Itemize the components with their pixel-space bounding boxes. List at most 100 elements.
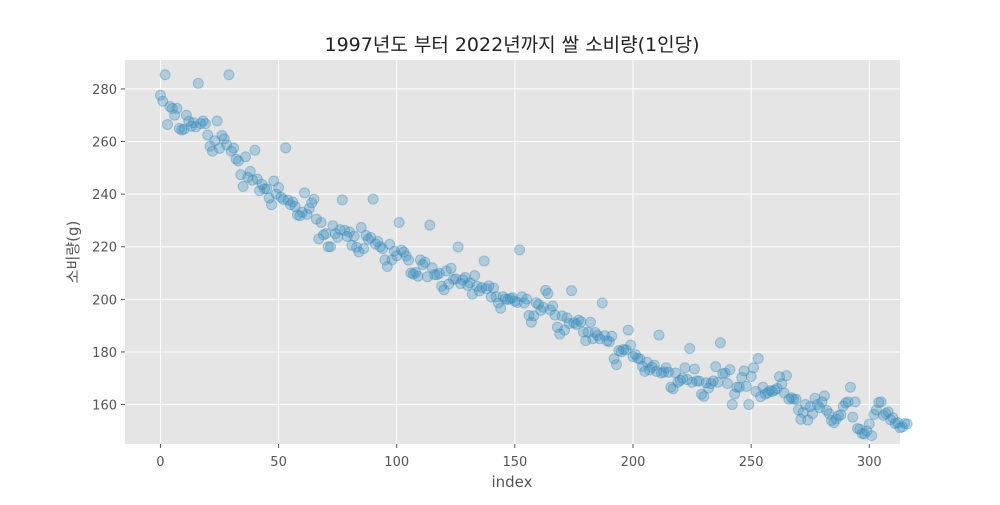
data-point	[882, 406, 894, 418]
data-point	[835, 409, 847, 421]
data-point	[537, 301, 549, 313]
data-point	[705, 378, 717, 390]
y-tick-label: 220	[92, 241, 117, 256]
data-point	[825, 414, 837, 426]
data-point	[504, 293, 516, 305]
data-point	[277, 193, 289, 205]
data-point	[717, 368, 729, 380]
data-point	[655, 367, 667, 379]
data-point	[388, 245, 400, 257]
data-point	[485, 291, 497, 303]
data-point	[339, 224, 351, 236]
data-point	[849, 396, 861, 408]
data-point	[769, 384, 781, 396]
data-point	[547, 300, 559, 312]
data-point	[762, 387, 774, 399]
data-point	[313, 233, 325, 245]
data-point	[450, 273, 462, 285]
data-point	[889, 417, 901, 429]
data-point	[693, 375, 705, 387]
data-point	[372, 235, 384, 247]
data-point	[282, 194, 294, 206]
data-point	[445, 262, 457, 274]
x-tick-label: 150	[502, 455, 527, 470]
data-point	[362, 233, 374, 245]
data-point	[532, 298, 544, 310]
data-point	[627, 351, 639, 363]
data-point	[405, 267, 417, 279]
data-point	[499, 293, 511, 305]
data-point	[856, 427, 868, 439]
data-point	[743, 399, 755, 411]
data-point	[204, 140, 216, 152]
data-point	[310, 213, 322, 225]
data-point	[577, 326, 589, 338]
data-point	[159, 69, 171, 81]
data-point	[549, 309, 561, 321]
data-point	[688, 363, 700, 375]
data-point	[880, 407, 892, 419]
data-point	[296, 206, 308, 218]
data-point	[232, 155, 244, 167]
data-point	[750, 385, 762, 397]
data-point	[412, 270, 424, 282]
data-point	[696, 388, 708, 400]
data-point	[457, 274, 469, 286]
data-point	[199, 118, 211, 130]
data-point	[291, 209, 303, 221]
data-point	[660, 362, 672, 374]
data-point	[618, 343, 630, 355]
data-point	[790, 393, 802, 405]
data-point	[776, 378, 788, 390]
data-point	[599, 330, 611, 342]
data-point	[847, 411, 859, 423]
data-point	[377, 243, 389, 255]
data-point	[771, 383, 783, 395]
data-point	[686, 376, 698, 388]
data-point	[677, 372, 689, 384]
data-point	[894, 422, 906, 434]
data-point	[173, 122, 185, 134]
data-point	[719, 367, 731, 379]
data-point	[469, 270, 481, 282]
data-point	[336, 194, 348, 206]
data-point	[192, 77, 204, 89]
data-point	[431, 269, 443, 281]
data-point	[644, 364, 656, 376]
data-point	[261, 183, 273, 195]
data-point	[483, 280, 495, 292]
data-point	[247, 174, 259, 186]
data-point	[646, 361, 658, 373]
data-point	[433, 267, 445, 279]
data-point	[171, 102, 183, 114]
data-point	[329, 228, 341, 240]
y-tick-label: 260	[92, 136, 117, 151]
data-point	[866, 430, 878, 442]
data-point	[764, 385, 776, 397]
data-point	[391, 250, 403, 262]
data-point	[582, 326, 594, 338]
data-point	[280, 142, 292, 154]
data-point	[386, 254, 398, 266]
data-point	[332, 231, 344, 243]
data-point	[459, 272, 471, 284]
data-point	[613, 345, 625, 357]
y-tick-label: 180	[92, 346, 117, 361]
data-point	[395, 244, 407, 256]
data-point	[322, 241, 334, 253]
data-point	[355, 222, 367, 234]
data-point	[223, 69, 235, 81]
data-point	[629, 349, 641, 361]
data-point	[509, 295, 521, 307]
data-point	[417, 259, 429, 271]
data-point	[360, 229, 372, 241]
data-point	[258, 183, 270, 195]
data-point	[592, 329, 604, 341]
data-point	[729, 388, 741, 400]
data-point	[885, 414, 897, 426]
data-point	[244, 166, 256, 178]
data-point	[530, 297, 542, 309]
data-point	[157, 95, 169, 107]
data-point	[868, 409, 880, 421]
